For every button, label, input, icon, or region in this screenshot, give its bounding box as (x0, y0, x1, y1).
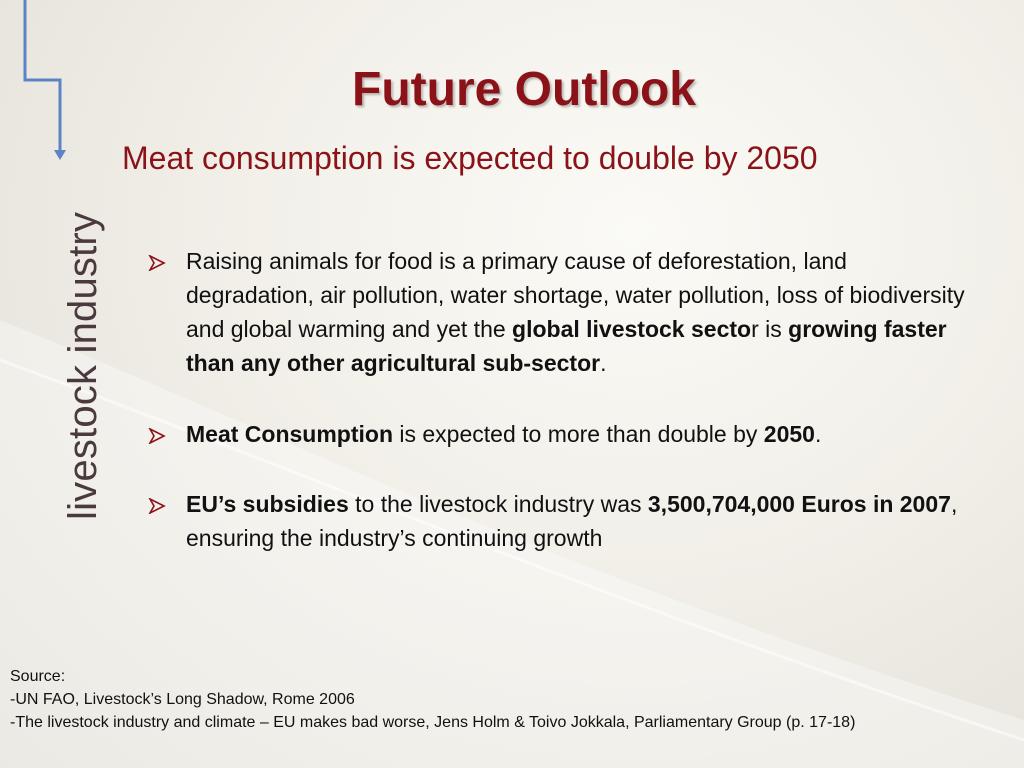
source-line: -UN FAO, Livestock’s Long Shadow, Rome 2… (10, 691, 355, 708)
bullet-list: Raising animals for food is a primary ca… (148, 244, 988, 555)
source-heading: Source: (10, 668, 66, 685)
slide-subtitle: Meat consumption is expected to double b… (122, 140, 818, 176)
bullet-text-part: , ensuring the industry’s continuing gro… (186, 491, 958, 551)
bullet-text-part: r is (751, 316, 789, 342)
bullet-item: Raising animals for food is a primary ca… (148, 244, 976, 380)
bullet-text-bold: 2050 (763, 421, 815, 447)
bullet-text-part: Raising animals for food is a primary ca… (186, 248, 965, 342)
bullet-text-bold: 3,500,704,000 Euros in 2007 (647, 491, 951, 517)
bullet-text-bold: global livestock secto (512, 316, 752, 342)
side-label: livestock industry (61, 211, 105, 520)
bullet-item: EU’s subsidies to the livestock industry… (148, 487, 988, 555)
bullet-text-bold: Meat Consumption (186, 421, 393, 447)
bullet-text: Raising animals for food is a primary ca… (186, 248, 965, 376)
slide-title: Future Outlook (352, 63, 696, 116)
source-block: Source: -UN FAO, Livestock’s Long Shadow… (10, 665, 1010, 734)
bullet-text-part: . (600, 350, 607, 376)
down-arrow-connector-icon (23, 0, 66, 160)
arrow-bullet-icon (148, 487, 166, 514)
bullet-text-part: is expected to more than double by (393, 421, 764, 447)
bullet-text: EU’s subsidies to the livestock industry… (186, 491, 957, 551)
arrow-bullet-icon (148, 417, 166, 444)
bullet-text-part: . (814, 421, 822, 447)
bullet-item: Meat Consumption is expected to more tha… (148, 417, 988, 451)
bullet-text-part: to the livestock industry was (348, 491, 648, 517)
source-line: -The livestock industry and climate – EU… (10, 714, 856, 731)
bullet-text-bold: EU’s subsidies (186, 491, 349, 517)
bullet-text: Meat Consumption is expected to more tha… (186, 421, 821, 447)
arrow-bullet-icon (148, 244, 166, 271)
bullet-text-bold: growing faster than any other agricultur… (186, 316, 947, 376)
